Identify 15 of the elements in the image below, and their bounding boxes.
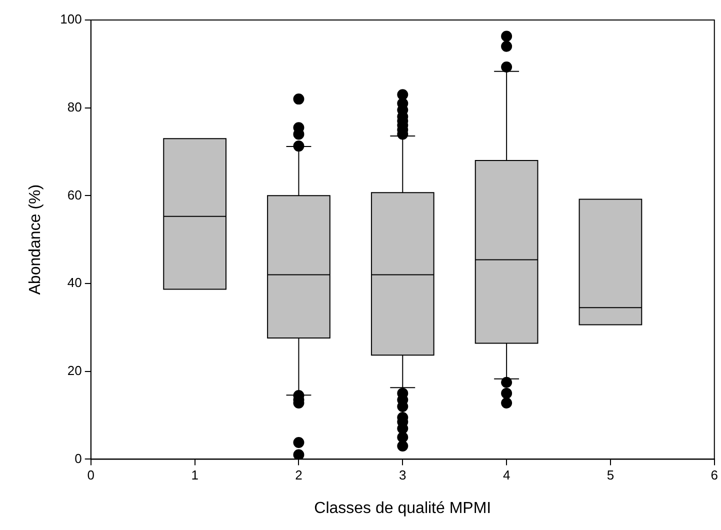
x-tick-label: 3 bbox=[399, 468, 406, 483]
y-tick-label: 80 bbox=[67, 99, 82, 114]
y-tick-label: 100 bbox=[60, 12, 82, 27]
y-tick-label: 0 bbox=[74, 450, 82, 466]
y-tick-label: 20 bbox=[67, 362, 82, 378]
x-tick-label: 2 bbox=[295, 468, 302, 483]
y-axis-title: Abondance (%) bbox=[27, 184, 44, 295]
x-tick-label: 1 bbox=[191, 468, 198, 483]
x-tick-label: 4 bbox=[502, 468, 510, 483]
x-axis-title: Classes de qualité MPMI bbox=[314, 500, 492, 517]
y-tick-label: 60 bbox=[67, 187, 82, 202]
x-tick-label: 5 bbox=[606, 468, 614, 483]
x-tick-label: 0 bbox=[87, 468, 95, 483]
y-tick-label: 40 bbox=[67, 275, 82, 290]
x-tick-label: 6 bbox=[710, 468, 718, 483]
